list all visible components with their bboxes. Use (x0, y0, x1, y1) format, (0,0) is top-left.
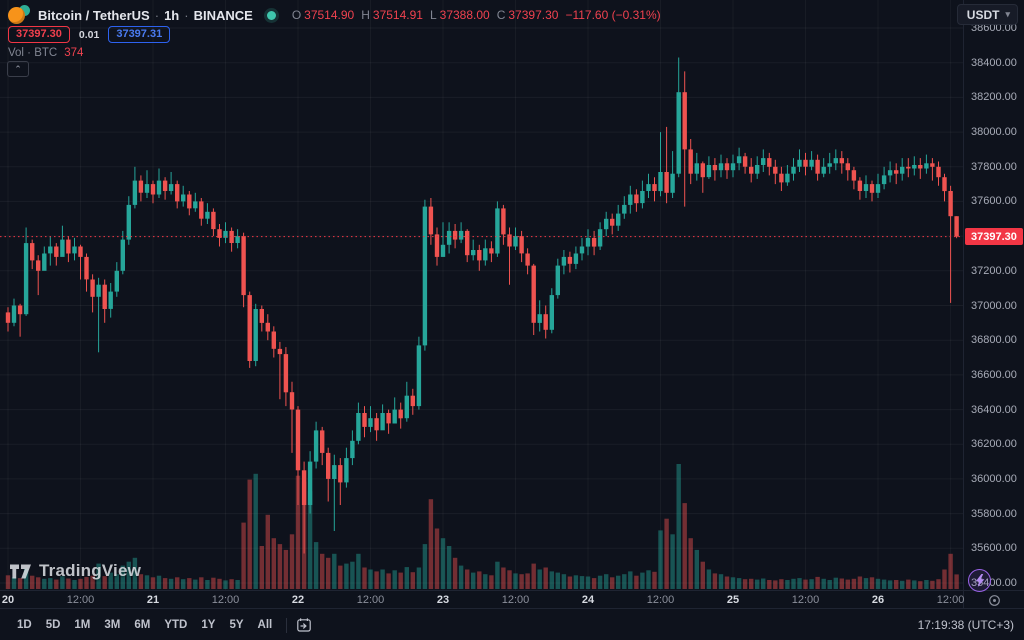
high-value: 37514.91 (372, 8, 423, 22)
price-tick-label: 38000.00 (971, 126, 1017, 139)
range-button-all[interactable]: All (257, 619, 273, 631)
go-to-date-button[interactable] (294, 615, 314, 635)
open-value: 37514.90 (304, 8, 355, 22)
open-label: O (291, 8, 302, 22)
low-value: 37388.00 (439, 8, 490, 22)
last-price-tag: 37397.30 (965, 228, 1023, 246)
axis-corner (963, 591, 1024, 609)
range-button-5d[interactable]: 5D (45, 619, 61, 631)
change-value: −117.60 (−0.31%) (565, 8, 661, 22)
time-tick-hour-label: 12:00 (501, 594, 530, 606)
time-tick-hour-label: 12:00 (211, 594, 240, 606)
price-tick-label: 35800.00 (971, 507, 1017, 520)
price-tick-label: 38200.00 (971, 91, 1017, 104)
time-tick-hour-label: 12:00 (646, 594, 675, 606)
price-tick-label: 38400.00 (971, 56, 1017, 69)
low-label: L (429, 8, 437, 22)
currency-label: USDT (966, 7, 1000, 22)
range-button-1d[interactable]: 1D (17, 619, 32, 631)
price-tick-label: 36600.00 (971, 368, 1017, 381)
range-button-1y[interactable]: 1Y (201, 619, 216, 631)
sell-price-button[interactable]: 37397.30 (8, 26, 70, 43)
date-range-buttons: 1D 5D 1M 3M 6M YTD 1Y 5Y All (10, 616, 279, 634)
price-tick-label: 36800.00 (971, 334, 1017, 347)
range-button-3m[interactable]: 3M (104, 619, 121, 631)
symbol-pair-logo (8, 5, 34, 25)
toolbar-divider (286, 617, 288, 633)
chevron-up-icon: ⌃ (14, 63, 22, 74)
time-tick-hour-label: 12:00 (66, 594, 95, 606)
buy-price-button[interactable]: 37397.31 (108, 26, 171, 43)
range-button-6m[interactable]: 6M (134, 619, 151, 631)
spread-value: 0.01 (78, 28, 100, 41)
symbol-name-button[interactable]: Bitcoin / TetherUS (38, 7, 150, 23)
time-tick-day-label: 21 (146, 594, 160, 606)
clock-timezone-button[interactable]: 17:19:38 (UTC+3) (917, 618, 1014, 632)
grid-layer (0, 0, 963, 590)
title-separator: · (154, 7, 160, 23)
trade-buttons-row: 37397.30 0.01 37397.31 (8, 26, 171, 43)
high-label: H (361, 8, 370, 22)
time-tick-day-label: 24 (581, 594, 595, 606)
range-button-ytd[interactable]: YTD (164, 619, 188, 631)
exchange-button[interactable]: BINANCE (193, 7, 253, 23)
axis-settings-icon[interactable] (987, 593, 1002, 608)
range-button-5y[interactable]: 5Y (229, 619, 244, 631)
time-tick-hour-label: 12:00 (791, 594, 820, 606)
currency-selector-button[interactable]: USDT ▾ (956, 4, 1018, 25)
time-tick-day-label: 22 (291, 594, 305, 606)
time-axis[interactable]: 20 12:00 21 12:00 22 12:00 23 12:00 24 12:00 25 12:… (0, 590, 1024, 609)
price-tick-label: 35600.00 (971, 542, 1017, 555)
price-tick-label: 36400.00 (971, 403, 1017, 416)
price-tick-label: 36000.00 (971, 472, 1017, 485)
time-tick-day-label: 23 (436, 594, 450, 606)
time-tick-day-label: 25 (726, 594, 740, 606)
price-tick-label: 37800.00 (971, 160, 1017, 173)
title-separator: · (184, 7, 189, 23)
volume-legend[interactable]: Vol · BTC 374 (8, 47, 83, 59)
chart-legend: Bitcoin / TetherUS · 1h · BINANCE O 3751… (8, 5, 661, 25)
close-label: C (496, 8, 506, 22)
time-tick-day-label: 20 (1, 594, 15, 606)
interval-button[interactable]: 1h (164, 7, 180, 23)
price-tick-label: 38600.00 (971, 22, 1017, 34)
close-value: 37397.30 (508, 8, 559, 22)
time-tick-hour-label: 12:00 (356, 594, 385, 606)
volume-layer (5, 464, 959, 590)
market-status-icon[interactable] (266, 10, 276, 20)
bottom-toolbar: 1D 5D 1M 3M 6M YTD 1Y 5Y All 17:19:38 (UTC+3) (0, 608, 1024, 640)
legend-collapse-button[interactable]: ⌃ (7, 61, 29, 77)
time-tick-hour-label: 12:00 (936, 594, 965, 606)
symbol-title: Bitcoin / TetherUS · 1h · BINANCE (38, 8, 253, 23)
chevron-down-icon: ▾ (1005, 9, 1010, 19)
lightning-icon (975, 574, 984, 587)
tether-logo-icon (19, 5, 30, 16)
price-axis[interactable]: 38600.00 38400.00 38200.00 38000.00 37800.00… (963, 0, 1024, 590)
volume-label: Vol · BTC (8, 47, 58, 59)
quick-trade-button[interactable] (968, 569, 991, 592)
ohlc-readout: O 37514.90 H 37514.91 L 37388.00 C 37397… (292, 8, 661, 22)
price-tick-label: 37000.00 (971, 299, 1017, 312)
price-tick-label: 37200.00 (971, 264, 1017, 277)
bitcoin-logo-icon (8, 7, 25, 24)
range-button-1m[interactable]: 1M (74, 619, 91, 631)
candlestick-layer (5, 57, 959, 554)
volume-value: 374 (64, 47, 84, 59)
price-tick-label: 37600.00 (971, 195, 1017, 208)
price-tick-label: 36200.00 (971, 438, 1017, 451)
calendar-icon (297, 618, 312, 632)
time-tick-day-label: 26 (871, 594, 885, 606)
